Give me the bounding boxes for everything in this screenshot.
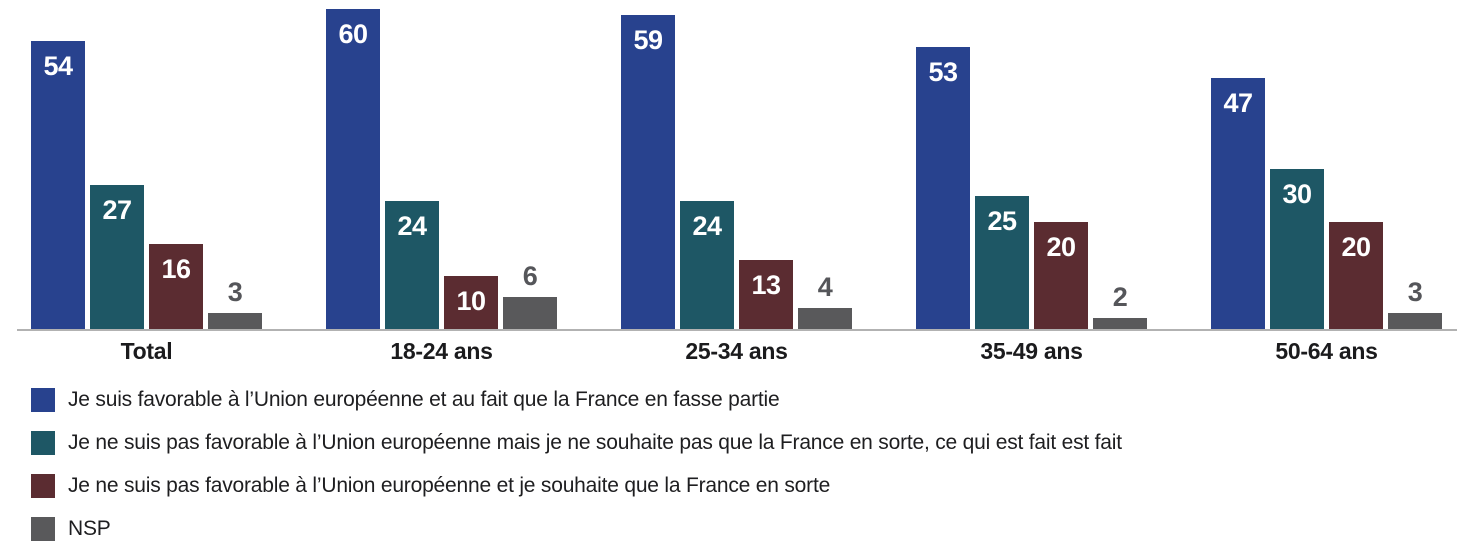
bar-value-label: 3 [227,277,243,307]
bar-value-label: 10 [456,286,486,316]
bar-value-label: 60 [338,19,368,49]
bar-value-label: 20 [1046,232,1076,262]
legend-swatch-icon [31,517,55,541]
bar-slot: 16 [149,0,203,331]
bar-series-4 [1388,313,1442,329]
bar-slot: 13 [739,0,793,331]
x-axis-line [17,329,1457,331]
bar-series-1: 59 [621,15,675,329]
bar-series-3: 20 [1329,222,1383,329]
category-label-5: 50-64 ans [1275,338,1378,364]
category-label-3: 25-34 ans [685,338,788,364]
bar-group-5: 47 30 20 3 [1211,0,1442,331]
bar-slot: 6 [503,0,557,331]
bar-series-1: 53 [916,47,970,329]
bar-slot: 24 [385,0,439,331]
bar-slot: 54 [31,0,85,331]
bar-value-label: 4 [817,272,833,302]
category-label-2: 18-24 ans [390,338,493,364]
category-labels: Total 18-24 ans 25-34 ans 35-49 ans 50-64 an… [31,338,1442,365]
bar-value-label: 3 [1407,277,1423,307]
bar-value-label: 20 [1341,232,1371,262]
bar-slot: 30 [1270,0,1324,331]
bar-series-1: 60 [326,9,380,329]
legend-row-2: Je ne suis pas favorable à l’Union europ… [31,431,1122,455]
legend: Je suis favorable à l’Union européenne e… [31,388,1122,541]
bar-value-label: 25 [987,206,1017,236]
bar-value-label: 13 [751,270,781,300]
bar-series-1: 54 [31,41,85,329]
bar-series-3: 13 [739,260,793,329]
bar-series-4 [503,297,557,329]
legend-label: NSP [68,517,111,540]
bar-slot: 3 [1388,0,1442,331]
bar-group-4: 53 25 20 2 [916,0,1147,331]
bar-value-label: 30 [1282,179,1312,209]
bar-slot: 4 [798,0,852,331]
bar-slot: 53 [916,0,970,331]
bar-value-label: 6 [522,261,538,291]
bar-value-label: 27 [102,195,132,225]
bar-series-2: 25 [975,196,1029,329]
bar-slot: 25 [975,0,1029,331]
bar-series-3: 20 [1034,222,1088,329]
bar-series-4 [798,308,852,329]
bar-series-2: 27 [90,185,144,329]
bar-series-3: 16 [149,244,203,329]
bar-group-3: 59 24 13 4 [621,0,852,331]
legend-row-1: Je suis favorable à l’Union européenne e… [31,388,1122,412]
legend-swatch-icon [31,388,55,412]
bar-value-label: 24 [397,211,427,241]
bar-slot: 60 [326,0,380,331]
plot-area: 54 27 16 3 60 24 10 6 59 24 13 4 53 25 20 2 47 30 20 3 [17,0,1476,331]
bar-value-label: 24 [692,211,722,241]
bar-value-label: 2 [1112,282,1128,312]
legend-label: Je ne suis pas favorable à l’Union europ… [68,431,1122,454]
bar-value-label: 53 [928,57,958,87]
bar-slot: 20 [1034,0,1088,331]
bar-slot: 27 [90,0,144,331]
bar-series-4 [208,313,262,329]
bar-series-2: 30 [1270,169,1324,329]
bar-groups-container: 54 27 16 3 60 24 10 6 59 24 13 4 53 25 20 2 47 30 20 3 [31,0,1476,331]
legend-swatch-icon [31,431,55,455]
bar-value-label: 47 [1223,88,1253,118]
legend-label: Je suis favorable à l’Union européenne e… [68,388,780,411]
category-label-4: 35-49 ans [980,338,1083,364]
bar-slot: 24 [680,0,734,331]
bar-slot: 10 [444,0,498,331]
bar-value-label: 59 [633,25,663,55]
legend-swatch-icon [31,474,55,498]
bar-series-4 [1093,318,1147,329]
bar-slot: 3 [208,0,262,331]
bar-group-1: 54 27 16 3 [31,0,262,331]
bar-series-3: 10 [444,276,498,329]
bar-series-2: 24 [680,201,734,329]
bar-value-label: 16 [161,254,191,284]
bar-series-2: 24 [385,201,439,329]
bar-value-label: 54 [43,51,73,81]
bar-group-2: 60 24 10 6 [326,0,557,331]
category-label-1: Total [120,338,173,364]
bar-series-1: 47 [1211,78,1265,329]
legend-row-3: Je ne suis pas favorable à l’Union europ… [31,474,1122,498]
legend-label: Je ne suis pas favorable à l’Union europ… [68,474,831,497]
bar-slot: 59 [621,0,675,331]
bar-slot: 20 [1329,0,1383,331]
legend-row-4: NSP [31,517,1122,541]
bar-slot: 47 [1211,0,1265,331]
bar-slot: 2 [1093,0,1147,331]
